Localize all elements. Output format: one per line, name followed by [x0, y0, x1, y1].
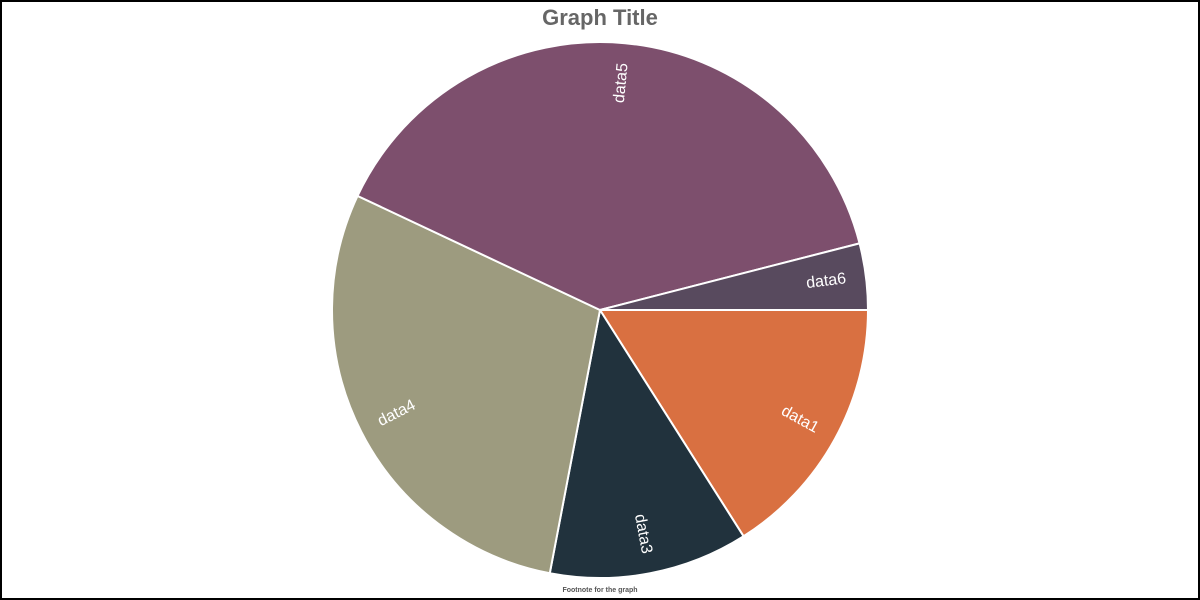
pie-label-data5: data5 [611, 62, 632, 104]
pie-label-data6: data6 [805, 270, 847, 292]
pie-slice-data5 [356, 41, 861, 312]
pie-slice-data4 [331, 194, 602, 575]
chart-title: Graph Title [542, 5, 658, 30]
pie-slice-data6 [599, 242, 870, 311]
pie-slice-data1 [598, 309, 870, 538]
pie-slice-data3 [548, 307, 745, 579]
chart-footnote: Footnote for the graph [562, 587, 638, 594]
